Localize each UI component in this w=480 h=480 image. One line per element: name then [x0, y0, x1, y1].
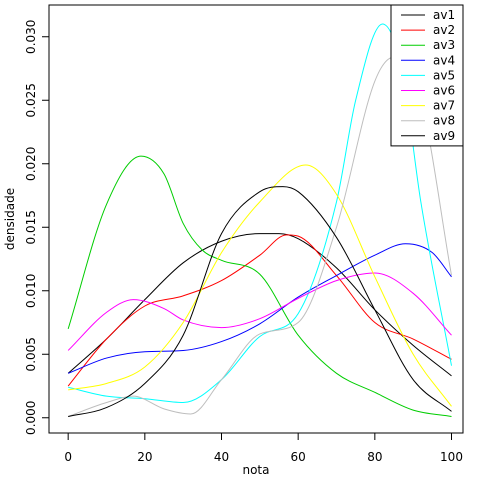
series-line-av9 [68, 186, 452, 417]
x-tick-label: 20 [137, 450, 152, 464]
x-tick-label: 100 [440, 450, 463, 464]
legend-label-av3: av3 [433, 38, 455, 52]
series-line-av3 [67, 155, 452, 417]
series-line-av2 [67, 234, 452, 387]
x-axis: 0 20 40 60 80 100 [64, 432, 463, 464]
series-line-av7 [68, 164, 452, 407]
x-tick-label: 80 [367, 450, 382, 464]
legend-label-av8: av8 [433, 114, 455, 128]
x-axis-label: nota [242, 463, 269, 477]
series-layer [67, 23, 452, 417]
y-tick-label: 0.020 [24, 147, 38, 181]
x-tick-label: 0 [64, 450, 72, 464]
series-line-av4 [67, 243, 452, 374]
y-axis: 0.000 0.005 0.010 0.015 0.020 0.025 0.030 [24, 20, 50, 435]
legend-label-av7: av7 [433, 99, 455, 113]
legend-label-av1: av1 [433, 8, 455, 22]
y-tick-label: 0.030 [24, 20, 38, 54]
x-tick-label: 60 [291, 450, 306, 464]
y-tick-label: 0.005 [24, 337, 38, 371]
y-tick-label: 0.010 [24, 274, 38, 308]
y-tick-label: 0.025 [24, 83, 38, 117]
series-line-av6 [67, 272, 452, 351]
y-axis-label: densidade [3, 188, 17, 250]
x-tick-label: 40 [214, 450, 229, 464]
legend-label-av9: av9 [433, 129, 455, 143]
legend-label-av6: av6 [433, 84, 455, 98]
y-tick-label: 0.015 [24, 210, 38, 244]
legend-label-av4: av4 [433, 53, 455, 67]
series-line-av1 [67, 233, 452, 377]
legend-label-av2: av2 [433, 23, 455, 37]
y-tick-label: 0.000 [24, 401, 38, 435]
legend-label-av5: av5 [433, 68, 455, 82]
